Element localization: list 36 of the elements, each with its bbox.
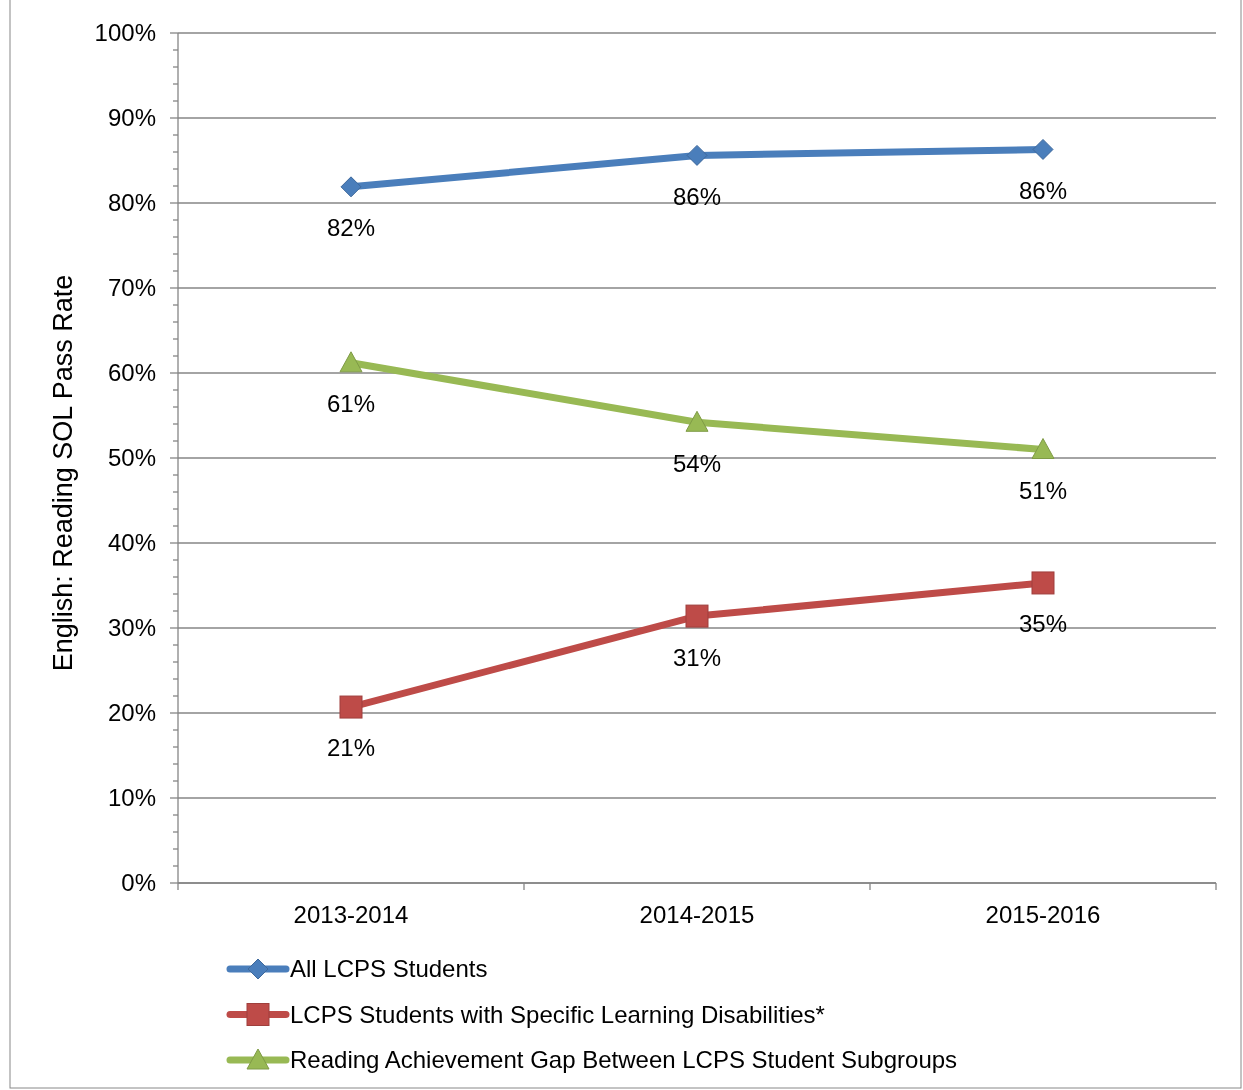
x-tick-label: 2014-2015 (639, 901, 755, 928)
y-tick-label: 100% (94, 19, 156, 47)
point (339, 351, 363, 373)
data-label: 21% (326, 734, 376, 762)
data-label: 54% (672, 449, 722, 477)
x-tick-label: 2015-2016 (985, 901, 1101, 928)
legend-label: Reading Achievement Gap Between LCPS Student Subgroups (290, 1046, 958, 1074)
point (685, 604, 709, 628)
legend-label: LCPS Students with Specific Learning Disabilities* (290, 1000, 825, 1028)
y-tick-label: 50% (107, 444, 156, 472)
x-tick-label: 2013-2014 (293, 901, 409, 928)
point (340, 176, 362, 198)
point (686, 144, 708, 166)
data-label: 82% (326, 214, 376, 242)
data-label: 86% (672, 182, 722, 210)
y-tick-label: 0% (121, 869, 156, 897)
point (339, 695, 363, 719)
data-label: 51% (1018, 476, 1068, 504)
data-label: 86% (1018, 176, 1068, 204)
y-tick-label: 60% (107, 359, 156, 387)
y-tick-label: 30% (107, 614, 156, 642)
point (1031, 571, 1055, 595)
y-tick-label: 70% (107, 274, 156, 302)
data-label: 35% (1018, 610, 1068, 638)
y-tick-label: 40% (107, 529, 156, 557)
point (1032, 138, 1054, 160)
y-tick-label: 90% (107, 104, 156, 132)
y-tick-label: 80% (107, 189, 156, 217)
point (685, 410, 709, 432)
y-axis-title: English: Reading SOL Pass Rate (48, 274, 78, 672)
y-tick-label: 20% (107, 699, 156, 727)
y-tick-label: 10% (107, 784, 156, 812)
legend-label: All LCPS Students (290, 955, 488, 983)
data-label: 31% (672, 643, 722, 671)
point (1031, 438, 1055, 459)
data-label: 61% (326, 390, 376, 418)
